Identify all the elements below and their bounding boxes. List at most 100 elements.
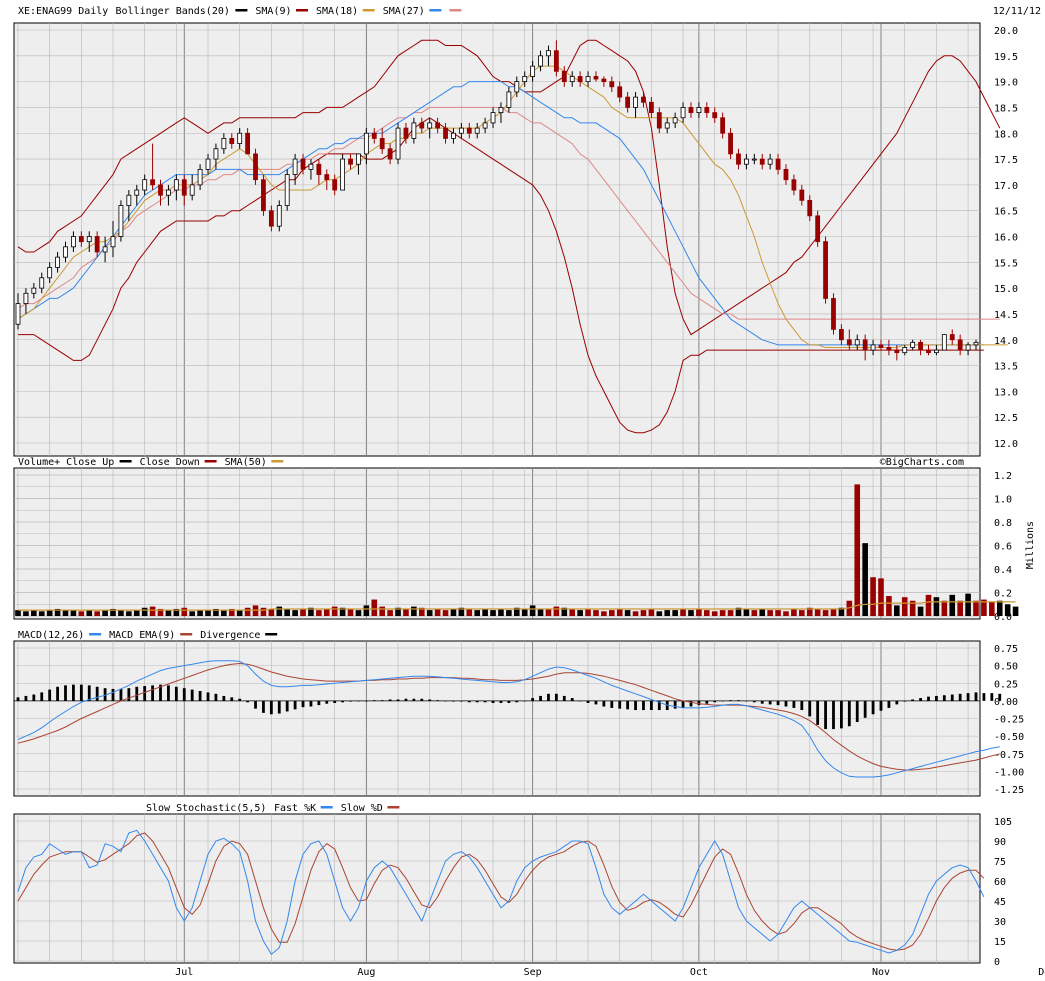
macd-divergence-bar bbox=[903, 700, 907, 702]
legend-swatch bbox=[449, 9, 462, 12]
volume-bar bbox=[165, 610, 172, 616]
chart-credit: ©BigCharts.com bbox=[880, 457, 964, 468]
volume-bar bbox=[331, 606, 338, 616]
candle-body bbox=[656, 112, 662, 129]
legend-swatch bbox=[387, 806, 400, 809]
volume-bar bbox=[1012, 606, 1019, 616]
candle-body bbox=[538, 55, 543, 67]
macd-divergence-bar bbox=[539, 695, 542, 701]
volume-bar bbox=[78, 611, 85, 616]
macd-y-tick-label: 0.50 bbox=[994, 662, 1018, 673]
macd-divergence-bar bbox=[950, 694, 954, 701]
candle-body bbox=[300, 158, 306, 170]
candle-body bbox=[23, 292, 29, 305]
macd-divergence-bar bbox=[420, 698, 424, 701]
candle-body bbox=[181, 179, 187, 196]
candle-body bbox=[379, 138, 385, 150]
volume-sma50-line bbox=[18, 601, 1016, 611]
volume-bar bbox=[854, 484, 861, 616]
candle-body bbox=[158, 184, 163, 196]
macd-divergence-bar bbox=[341, 700, 345, 703]
macd-divergence-bar bbox=[127, 688, 131, 701]
macd-divergence-bar bbox=[230, 697, 234, 701]
macd-divergence-bar bbox=[744, 700, 748, 702]
volume-bar bbox=[347, 608, 354, 616]
macd-divergence-bar bbox=[285, 700, 289, 712]
volume-bar bbox=[418, 607, 425, 616]
legend-title: Slow Stochastic(5,5) bbox=[146, 803, 266, 814]
macd-divergence-bar bbox=[958, 693, 962, 701]
sma18-line bbox=[17, 81, 984, 346]
candle-body bbox=[466, 127, 472, 134]
macd-divergence-bar bbox=[56, 686, 59, 701]
macd-divergence-bar bbox=[277, 700, 281, 714]
macd-divergence-bar bbox=[863, 700, 867, 718]
candle-body bbox=[751, 158, 757, 161]
macd-divergence-bar bbox=[135, 686, 139, 701]
candle-body bbox=[451, 132, 456, 139]
volume-bar bbox=[601, 611, 607, 616]
macd-divergence-bar bbox=[79, 684, 83, 701]
candle-body bbox=[458, 127, 464, 134]
macd-divergence-bar bbox=[262, 700, 265, 713]
volume-bar bbox=[933, 597, 940, 616]
volume-bar bbox=[886, 596, 892, 616]
volume-y-tick-label: 0.2 bbox=[994, 589, 1012, 600]
macd-divergence-bar bbox=[768, 700, 772, 705]
macd-y-tick-label: -1.25 bbox=[994, 785, 1024, 796]
volume-bar bbox=[395, 607, 401, 616]
macd-y-tick-label: -0.25 bbox=[994, 715, 1024, 726]
macd-divergence-bar bbox=[206, 692, 210, 701]
volume-bar bbox=[545, 608, 552, 616]
candle-body bbox=[71, 236, 76, 248]
panel-stochastic-bg bbox=[13, 813, 981, 964]
candle-body bbox=[332, 179, 338, 191]
candle-body bbox=[934, 349, 939, 354]
candle-body bbox=[403, 127, 409, 139]
candle-body bbox=[15, 303, 21, 325]
volume-bar bbox=[609, 610, 615, 616]
volume-bar bbox=[260, 607, 267, 616]
volume-bar bbox=[149, 606, 156, 616]
volume-bar bbox=[767, 610, 773, 616]
volume-bar bbox=[197, 610, 203, 616]
macd-divergence-bar bbox=[737, 700, 740, 701]
volume-bar bbox=[917, 606, 924, 616]
macd-y-tick-label: -0.50 bbox=[994, 732, 1024, 743]
candle-body bbox=[720, 117, 726, 134]
volume-bar bbox=[205, 610, 211, 616]
candle-body bbox=[205, 158, 211, 170]
volume-bar bbox=[957, 600, 963, 616]
macd-divergence-bar bbox=[24, 695, 28, 701]
volume-bar bbox=[363, 605, 370, 616]
candle-body bbox=[308, 163, 314, 170]
volume-bar bbox=[989, 601, 995, 616]
macd-divergence-bar bbox=[475, 700, 479, 703]
legend-swatch bbox=[119, 460, 132, 463]
volume-bar bbox=[268, 608, 275, 616]
volume-y-tick-label: 0.8 bbox=[994, 518, 1012, 529]
bollinger-lower-line bbox=[18, 117, 984, 434]
volume-bar bbox=[498, 608, 504, 616]
volume-bar bbox=[228, 608, 235, 616]
macd-divergence-bar bbox=[634, 700, 637, 711]
candle-body bbox=[261, 179, 266, 212]
legend-swatch bbox=[265, 633, 278, 636]
volume-bar bbox=[830, 608, 837, 616]
macd-divergence-bar bbox=[531, 698, 535, 701]
volume-bar bbox=[949, 594, 956, 616]
candle-body bbox=[775, 158, 781, 170]
volume-bar bbox=[521, 608, 528, 616]
volume-bar bbox=[862, 543, 868, 616]
candle-body bbox=[783, 168, 789, 181]
macd-divergence-bar bbox=[840, 700, 843, 729]
macd-divergence-bar bbox=[309, 700, 313, 707]
volume-bar bbox=[506, 610, 512, 616]
macd-divergence-bar bbox=[436, 700, 440, 701]
candle-body bbox=[553, 50, 559, 72]
volume-bar bbox=[38, 611, 45, 616]
candle-body bbox=[799, 189, 805, 201]
volume-bar bbox=[46, 610, 53, 616]
stoch-y-tick-label: 75 bbox=[994, 857, 1006, 868]
volume-y-tick-label: 1.0 bbox=[994, 495, 1012, 506]
